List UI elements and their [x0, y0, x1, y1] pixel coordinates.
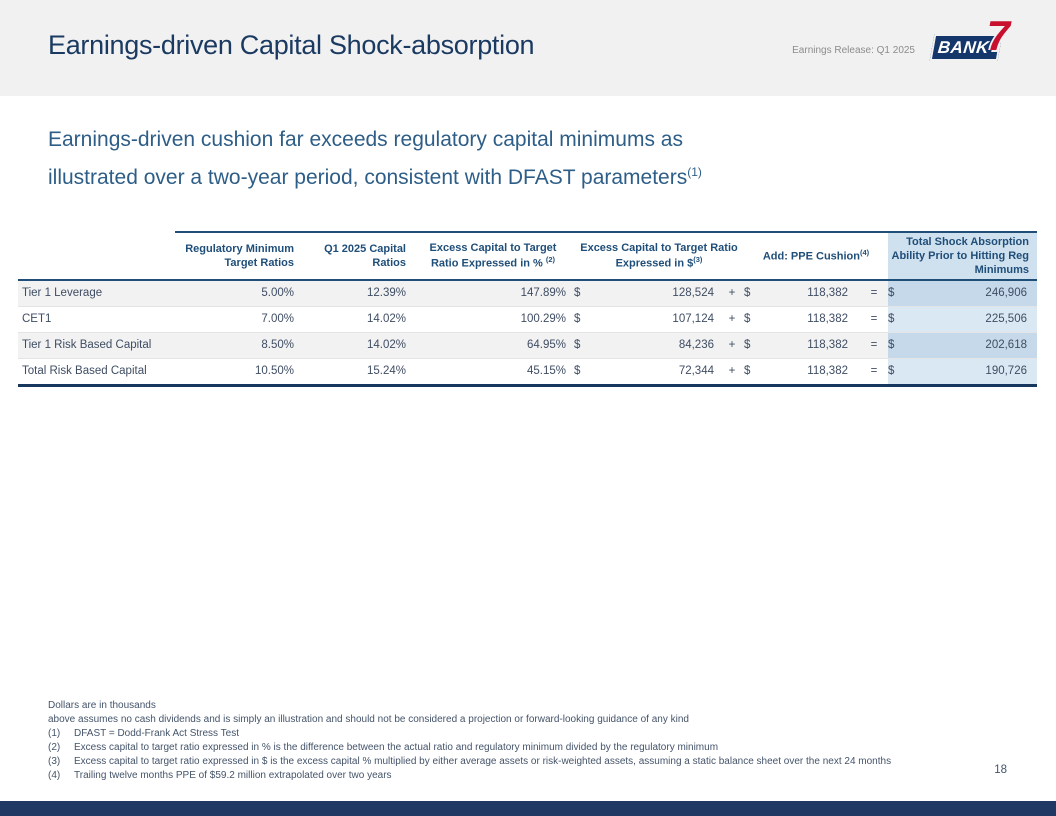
- footnote-ref-3: (3): [693, 255, 703, 265]
- logo-wordmark: BANK: [937, 37, 991, 57]
- excess-capital-pct-cell: 45.15%: [526, 365, 566, 377]
- plus-operator: +: [728, 365, 736, 377]
- subtitle-line-2: illustrated over a two-year period, cons…: [48, 165, 702, 189]
- q1-capital-ratio-cell: 14.02%: [366, 339, 406, 351]
- table-row: Tier 1 Leverage 5.00% 12.39% 147.89% $ 1…: [18, 281, 1037, 307]
- capital-ratios-table: Regulatory Minimum Target Ratios Q1 2025…: [18, 231, 1037, 387]
- footnote-number: (3): [48, 756, 61, 767]
- footnote-item-2: (2) Excess capital to target ratio expre…: [48, 741, 891, 755]
- equals-operator: =: [870, 313, 878, 325]
- regulatory-minimum-cell: 7.00%: [261, 313, 294, 325]
- page-title: Earnings-driven Capital Shock-absorption: [48, 30, 535, 60]
- dollar-sign: $: [888, 307, 910, 332]
- total-shock-absorption-cell: 246,906: [910, 281, 1037, 306]
- dollar-sign: $: [888, 333, 910, 358]
- footnote-text: Excess capital to target ratio expressed…: [74, 742, 719, 753]
- dollar-sign: $: [744, 287, 751, 299]
- regulatory-minimum-cell: 8.50%: [261, 339, 294, 351]
- dollar-sign: $: [744, 365, 751, 377]
- header-q1-capital-ratios: Q1 2025 Capital Ratios: [300, 231, 412, 279]
- excess-capital-pct-cell: 64.95%: [526, 339, 566, 351]
- footnote-text: Trailing twelve months PPE of $59.2 mill…: [74, 770, 392, 781]
- header-ppe-cushion: Add: PPE Cushion(4): [744, 231, 888, 279]
- page-number: 18: [994, 764, 1007, 776]
- total-shock-absorption-cell: 202,618: [910, 333, 1037, 358]
- dollar-sign: $: [574, 339, 581, 351]
- footnote-text: DFAST = Dodd-Frank Act Stress Test: [74, 728, 239, 739]
- plus-operator: +: [728, 313, 736, 325]
- header-excess-capital-usd: Excess Capital to Target Ratio Expressed…: [574, 231, 744, 279]
- plus-operator: +: [728, 287, 736, 299]
- dollar-sign: $: [574, 313, 581, 325]
- footnote-item-3: (3) Excess capital to target ratio expre…: [48, 755, 891, 769]
- table-header-row: Regulatory Minimum Target Ratios Q1 2025…: [18, 231, 1037, 281]
- footnote-number: (2): [48, 742, 61, 753]
- row-label: CET1: [22, 313, 52, 325]
- excess-capital-pct-cell: 147.89%: [520, 287, 566, 299]
- dollar-sign: $: [574, 365, 581, 377]
- regulatory-minimum-cell: 10.50%: [254, 365, 294, 377]
- footnote-number: (4): [48, 770, 61, 781]
- bottom-accent-bar: [0, 801, 1056, 816]
- dollar-sign: $: [744, 339, 751, 351]
- footnote-dollars: Dollars are in thousands: [48, 700, 156, 711]
- footnote-number: (1): [48, 728, 61, 739]
- q1-capital-ratio-cell: 14.02%: [366, 313, 406, 325]
- earnings-release-label: Earnings Release: Q1 2025: [792, 45, 915, 56]
- ppe-cushion-cell: 118,382: [807, 313, 848, 325]
- total-shock-absorption-cell: 190,726: [910, 359, 1037, 384]
- table-row: Tier 1 Risk Based Capital 8.50% 14.02% 6…: [18, 333, 1037, 359]
- footnote-ref-2: (2): [545, 255, 556, 265]
- header-excess-capital-pct: Excess Capital to Target Ratio Expressed…: [412, 231, 574, 279]
- excess-capital-usd-cell: 72,344: [678, 365, 714, 377]
- header-empty-cell: [18, 231, 175, 279]
- bank7-logo: BANK 7: [929, 15, 1012, 72]
- ppe-cushion-cell: 118,382: [807, 365, 848, 377]
- equals-operator: =: [870, 287, 878, 299]
- q1-capital-ratio-cell: 12.39%: [366, 287, 406, 299]
- excess-capital-usd-cell: 128,524: [672, 287, 714, 299]
- dollar-sign: $: [574, 287, 581, 299]
- excess-capital-pct-cell: 100.29%: [520, 313, 566, 325]
- footnote-item-4: (4) Trailing twelve months PPE of $59.2 …: [48, 769, 891, 783]
- equals-operator: =: [870, 339, 878, 351]
- dollar-sign: $: [744, 313, 751, 325]
- subtitle-line-1: Earnings-driven cushion far exceeds regu…: [48, 128, 683, 151]
- footnote-ref-1: (1): [687, 165, 702, 179]
- footnote-item-1: (1) DFAST = Dodd-Frank Act Stress Test: [48, 727, 891, 741]
- q1-capital-ratio-cell: 15.24%: [366, 365, 406, 377]
- dollar-sign: $: [888, 359, 910, 384]
- footnote-ref-4: (4): [860, 248, 870, 258]
- footnotes: Dollars are in thousands above assumes n…: [48, 699, 891, 783]
- excess-capital-usd-cell: 107,124: [672, 313, 714, 325]
- slide-subtitle: Earnings-driven cushion far exceeds regu…: [48, 124, 702, 194]
- header-band: [0, 0, 1056, 96]
- header-regulatory-minimum: Regulatory Minimum Target Ratios: [175, 231, 300, 279]
- dollar-sign: $: [888, 281, 910, 306]
- row-label: Total Risk Based Capital: [22, 365, 147, 377]
- ppe-cushion-cell: 118,382: [807, 287, 848, 299]
- ppe-cushion-cell: 118,382: [807, 339, 848, 351]
- logo-digit-7: 7: [986, 12, 1010, 59]
- table-row: CET1 7.00% 14.02% 100.29% $ 107,124 + $ …: [18, 307, 1037, 333]
- footnote-disclaimer: above assumes no cash dividends and is s…: [48, 714, 689, 725]
- regulatory-minimum-cell: 5.00%: [261, 287, 294, 299]
- footnote-text: Excess capital to target ratio expressed…: [74, 756, 892, 767]
- equals-operator: =: [870, 365, 878, 377]
- header-total-shock-absorption: Total Shock Absorption Ability Prior to …: [888, 231, 1037, 279]
- total-shock-absorption-cell: 225,506: [910, 307, 1037, 332]
- row-label: Tier 1 Leverage: [22, 287, 103, 299]
- plus-operator: +: [728, 339, 736, 351]
- excess-capital-usd-cell: 84,236: [678, 339, 714, 351]
- row-label: Tier 1 Risk Based Capital: [22, 339, 152, 351]
- table-row: Total Risk Based Capital 10.50% 15.24% 4…: [18, 359, 1037, 387]
